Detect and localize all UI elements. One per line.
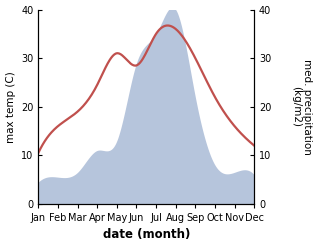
Y-axis label: max temp (C): max temp (C)	[5, 71, 16, 143]
X-axis label: date (month): date (month)	[103, 228, 190, 242]
Y-axis label: med. precipitation
(kg/m2): med. precipitation (kg/m2)	[291, 59, 313, 155]
